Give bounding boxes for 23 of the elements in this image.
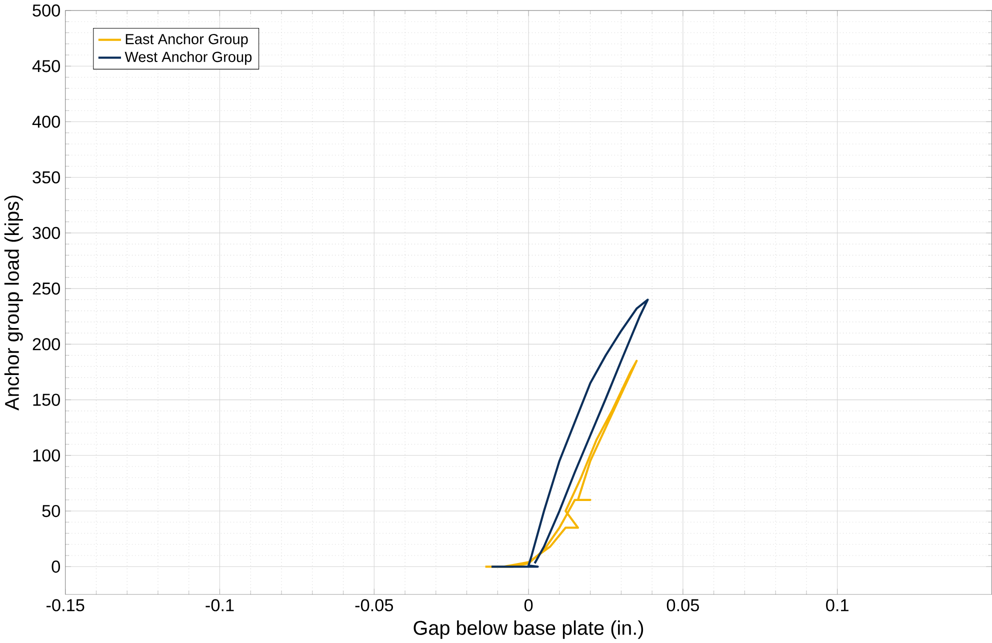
y-tick-label: 0	[52, 560, 60, 573]
x-tick-label: -0.1	[206, 598, 234, 612]
legend-label: West Anchor Group	[124, 51, 252, 65]
x-tick-label: 0.05	[666, 598, 699, 612]
y-tick-label: 400	[32, 115, 60, 128]
y-tick-label: 50	[42, 504, 60, 517]
x-tick-label: -0.15	[46, 598, 84, 612]
line-series	[484, 360, 638, 568]
legend-label: East Anchor Group	[126, 33, 248, 47]
y-tick-label: 300	[32, 226, 60, 239]
y-axis-title: Anchor group load (kips)	[4, 196, 23, 410]
y-tick-label: 450	[32, 60, 60, 72]
x-tick-label: 0	[524, 598, 533, 612]
y-tick-label: 200	[32, 338, 60, 350]
y-tick-label: 100	[33, 449, 60, 462]
x-tick-label: 0.1	[826, 598, 848, 612]
y-tick-label: 150	[33, 394, 60, 406]
y-tick-label: 350	[32, 171, 60, 184]
x-axis-title: Gap below base plate (in.)	[414, 620, 644, 639]
x-tick-label: -0.05	[355, 598, 394, 612]
y-tick-label: 250	[32, 282, 60, 295]
y-tick-label: 500	[32, 4, 60, 16]
line-series	[490, 298, 649, 568]
